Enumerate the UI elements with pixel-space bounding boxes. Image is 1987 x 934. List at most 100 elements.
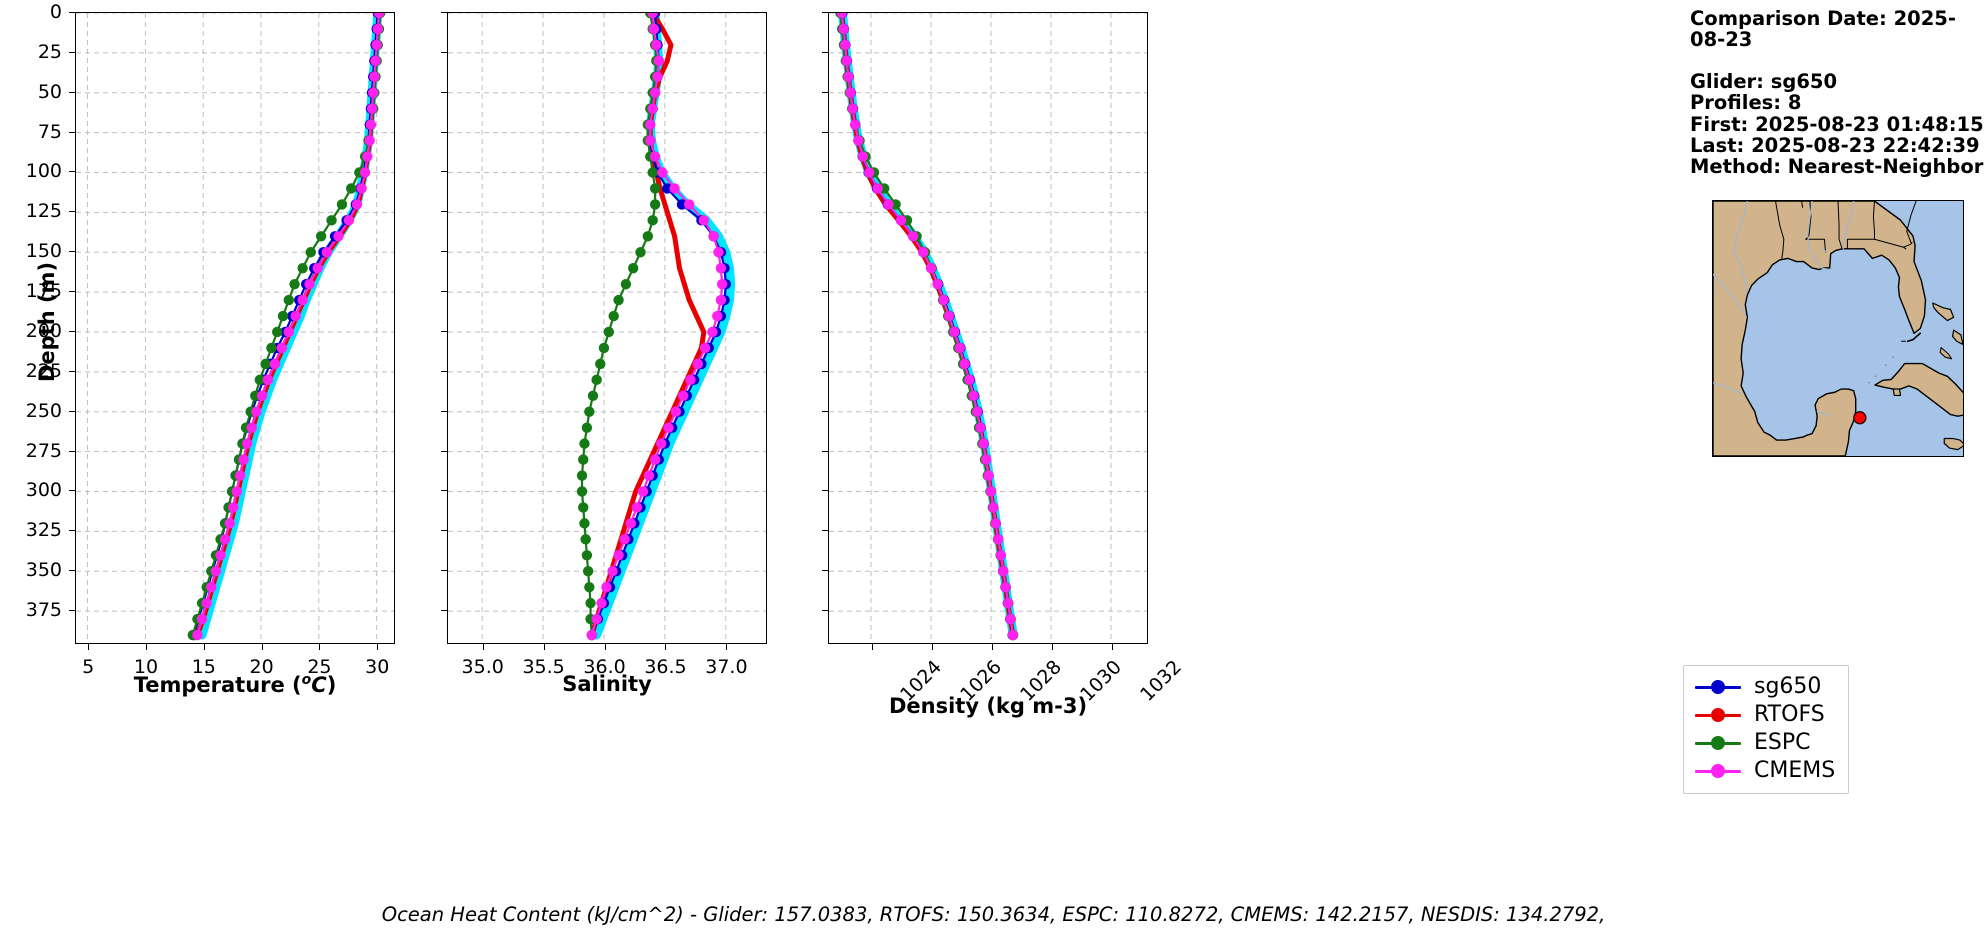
y-tick-mark	[441, 530, 447, 532]
depth-tick-label: 350	[25, 559, 62, 582]
legend-line-swatch	[1695, 708, 1741, 722]
temperature-plot-area	[76, 13, 394, 643]
y-tick-mark	[69, 211, 75, 213]
map-lat-minor-tick	[1712, 327, 1713, 328]
legend-item-sg650[interactable]: sg650	[1695, 673, 1835, 701]
legend-line-swatch	[1695, 736, 1741, 750]
map-lat-tick	[1963, 446, 1964, 447]
density-profile-panel	[828, 12, 1148, 644]
x-tick-mark	[726, 644, 728, 650]
map-lon-minor-tick	[1932, 200, 1933, 201]
x-tick-mark	[145, 644, 147, 650]
map-lon-tick	[1822, 456, 1823, 457]
y-tick-mark	[822, 12, 828, 13]
depth-tick-label: 275	[25, 439, 62, 462]
map-lat-tick	[1963, 207, 1964, 208]
x-tick-label: 35.5	[522, 656, 565, 678]
map-lon-tick	[1760, 456, 1761, 457]
y-tick-mark	[69, 570, 75, 572]
salinity-plot-area	[448, 13, 766, 643]
depth-tick-label: 375	[25, 599, 62, 622]
map-lat-minor-tick	[1963, 231, 1964, 232]
legend-label: ESPC	[1754, 730, 1811, 755]
y-tick-mark	[69, 370, 75, 372]
glider-position-marker[interactable]	[1853, 411, 1867, 425]
glider-line: Glider: sg650	[1690, 69, 1838, 93]
gulf-of-mexico-map[interactable]: 33°N30°N27°N24°N21°N18°N99°W96°W93°W90°W…	[1712, 200, 1964, 457]
legend-label: CMEMS	[1754, 758, 1836, 783]
map-lon-minor-tick	[1869, 456, 1870, 457]
y-tick-mark	[441, 490, 447, 492]
map-lon-minor-tick	[1807, 200, 1808, 201]
depth-tick-label: 300	[25, 479, 62, 502]
x-tick-mark	[1111, 644, 1113, 650]
y-tick-mark	[441, 171, 447, 173]
map-lon-tick	[1854, 200, 1855, 201]
x-tick-label: 30	[365, 656, 390, 678]
x-tick-label: 5	[82, 656, 95, 678]
y-tick-mark	[69, 450, 75, 452]
map-lat-minor-tick	[1963, 279, 1964, 280]
x-tick-label: 25	[307, 656, 332, 678]
y-tick-mark	[69, 330, 75, 332]
y-tick-mark	[441, 51, 447, 53]
x-tick-mark	[319, 644, 321, 650]
x-tick-mark	[991, 644, 993, 650]
map-lat-tick	[1963, 255, 1964, 256]
x-tick-mark	[665, 644, 667, 650]
map-lat-minor-tick	[1963, 423, 1964, 424]
y-tick-mark	[441, 410, 447, 412]
x-tick-mark	[871, 644, 873, 650]
x-tick-label: 20	[249, 656, 274, 678]
map-lat-minor-tick	[1963, 327, 1964, 328]
salinity-profile-panel	[447, 12, 767, 644]
y-tick-mark	[441, 570, 447, 572]
x-tick-label: 1032	[1135, 656, 1186, 706]
map-lon-tick	[1854, 456, 1855, 457]
y-tick-mark	[441, 610, 447, 612]
map-lon-tick	[1729, 456, 1730, 457]
depth-tick-label: 175	[25, 280, 62, 303]
map-lon-minor-tick	[1932, 456, 1933, 457]
depth-tick-label: 50	[37, 80, 62, 103]
y-tick-mark	[822, 530, 828, 532]
y-tick-mark	[822, 91, 828, 93]
y-tick-mark	[69, 91, 75, 93]
legend-item-rtofs[interactable]: RTOFS	[1695, 701, 1835, 729]
y-tick-mark	[441, 450, 447, 452]
map-lon-tick	[1916, 200, 1917, 201]
legend-item-cmems[interactable]: CMEMS	[1695, 757, 1835, 785]
y-tick-mark	[441, 291, 447, 293]
temperature-profile-panel	[75, 12, 395, 644]
map-lon-minor-tick	[1838, 200, 1839, 201]
map-lon-tick	[1947, 200, 1948, 201]
y-tick-mark	[69, 251, 75, 253]
metadata-info-block: Comparison Date: 2025-08-23 Glider: sg65…	[1690, 8, 1987, 178]
map-lon-tick	[1885, 456, 1886, 457]
x-tick-mark	[543, 644, 545, 650]
y-tick-mark	[69, 171, 75, 173]
y-tick-mark	[69, 490, 75, 492]
comparison-date-line: Comparison Date: 2025-08-23	[1690, 7, 1956, 52]
depth-tick-label: 325	[25, 519, 62, 542]
map-lon-minor-tick	[1807, 456, 1808, 457]
x-tick-label: 35.0	[461, 656, 504, 678]
y-tick-mark	[441, 131, 447, 133]
map-lon-tick	[1822, 200, 1823, 201]
map-lat-minor-tick	[1712, 423, 1713, 424]
y-tick-mark	[441, 12, 447, 13]
map-lat-tick	[1712, 207, 1713, 208]
x-tick-label: 36.5	[644, 656, 687, 678]
y-tick-mark	[822, 450, 828, 452]
legend-item-espc[interactable]: ESPC	[1695, 729, 1835, 757]
density-plot-area	[829, 13, 1147, 643]
y-tick-mark	[441, 330, 447, 332]
x-tick-label: 37.0	[705, 656, 748, 678]
y-tick-mark	[441, 91, 447, 93]
x-tick-label: 36.0	[583, 656, 626, 678]
depth-tick-label: 25	[37, 40, 62, 63]
ocean-heat-content-caption: Ocean Heat Content (kJ/cm^2) - Glider: 1…	[381, 903, 1606, 926]
depth-tick-label: 225	[25, 359, 62, 382]
temperature-axis-title: Temperature (oC)	[133, 672, 337, 697]
map-lat-tick	[1963, 351, 1964, 352]
